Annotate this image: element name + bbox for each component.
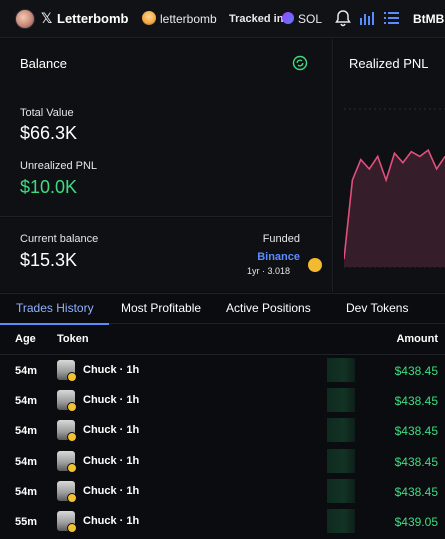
token-sparkline bbox=[327, 388, 355, 412]
table-row[interactable]: 54m Chuck · 1h $438.45 bbox=[0, 385, 445, 415]
avatar[interactable] bbox=[15, 9, 35, 29]
token-sparkline bbox=[327, 418, 355, 442]
token-sparkline bbox=[327, 479, 355, 503]
tabs-bar: Trades History Most Profitable Active Po… bbox=[0, 293, 445, 325]
row-token[interactable]: Chuck · 1h bbox=[83, 364, 140, 376]
token-sparkline bbox=[327, 449, 355, 473]
table-row[interactable]: 54m Chuck · 1h $438.45 bbox=[0, 355, 445, 385]
bell-icon[interactable] bbox=[334, 9, 352, 27]
current-balance-label: Current balance bbox=[20, 233, 99, 245]
tracked-label: Tracked in bbox=[229, 13, 284, 25]
row-age: 54m bbox=[15, 395, 38, 407]
token-sparkline bbox=[327, 358, 355, 382]
row-age: 54m bbox=[15, 425, 38, 437]
row-age: 54m bbox=[15, 486, 38, 498]
chain-label: SOL bbox=[298, 12, 323, 26]
active-tab-indicator bbox=[0, 323, 109, 325]
list-icon[interactable] bbox=[384, 11, 399, 25]
table-header: Age Token Amount bbox=[0, 325, 445, 355]
row-amount: $438.45 bbox=[394, 364, 438, 378]
col-age[interactable]: Age bbox=[15, 333, 36, 345]
row-age: 55m bbox=[15, 516, 38, 528]
tab-dev-tokens[interactable]: Dev Tokens bbox=[346, 301, 409, 315]
funded-label: Funded bbox=[262, 233, 300, 245]
platform-badge-icon bbox=[67, 402, 77, 412]
top-bar: 𝕏 Letterbomb letterbomb Tracked in SOL B… bbox=[0, 0, 445, 38]
table-row[interactable]: 55m Chuck · 1h $439.05 bbox=[0, 506, 445, 536]
unrealized-pnl-value: $10.0K bbox=[20, 177, 78, 197]
binance-icon bbox=[308, 258, 322, 272]
row-amount: $438.45 bbox=[394, 485, 438, 499]
row-age: 54m bbox=[15, 456, 38, 468]
realized-pnl-title: Realized PNL bbox=[349, 56, 429, 71]
current-balance-value: $15.3K bbox=[20, 250, 78, 270]
row-token[interactable]: Chuck · 1h bbox=[83, 515, 140, 527]
col-amount[interactable]: Amount bbox=[396, 333, 438, 345]
platform-badge-icon bbox=[67, 493, 77, 503]
realized-pnl-chart bbox=[344, 108, 445, 268]
token-sparkline bbox=[327, 509, 355, 533]
tab-most-profitable[interactable]: Most Profitable bbox=[121, 301, 202, 315]
funded-source-link[interactable]: Binance bbox=[257, 251, 300, 263]
pfp-icon bbox=[142, 11, 156, 25]
table-row[interactable]: 54m Chuck · 1h $438.45 bbox=[0, 476, 445, 506]
tab-trades-history[interactable]: Trades History bbox=[16, 301, 94, 315]
unrealized-pnl-label: Unrealized PNL bbox=[20, 160, 98, 172]
row-token[interactable]: Chuck · 1h bbox=[83, 485, 140, 497]
funded-meta: 1yr · 3.018 bbox=[246, 266, 290, 276]
row-amount: $439.05 bbox=[394, 515, 438, 529]
row-age: 54m bbox=[15, 365, 38, 377]
row-amount: $438.45 bbox=[394, 394, 438, 408]
balance-title: Balance bbox=[20, 56, 67, 71]
total-value: $66.3K bbox=[20, 123, 78, 143]
pnl-area bbox=[344, 150, 445, 267]
platform-badge-icon bbox=[67, 523, 77, 533]
row-amount: $438.45 bbox=[394, 424, 438, 438]
bar-chart-icon[interactable] bbox=[359, 10, 375, 26]
solana-icon bbox=[282, 12, 294, 24]
row-token[interactable]: Chuck · 1h bbox=[83, 455, 140, 467]
col-token: Token bbox=[57, 333, 89, 345]
total-value-label: Total Value bbox=[20, 107, 74, 119]
wallet-address[interactable]: BtMBK bbox=[413, 12, 445, 26]
row-token[interactable]: Chuck · 1h bbox=[83, 424, 140, 436]
realized-pnl-panel: Realized PNL bbox=[334, 39, 445, 292]
balance-panel: Balance Total Value $66.3K Unrealized PN… bbox=[0, 39, 333, 217]
row-token[interactable]: Chuck · 1h bbox=[83, 394, 140, 406]
pnl-line bbox=[344, 148, 445, 260]
platform-badge-icon bbox=[67, 432, 77, 442]
refresh-icon[interactable] bbox=[292, 55, 308, 71]
x-logo-icon[interactable]: 𝕏 bbox=[41, 10, 53, 26]
tab-active-positions[interactable]: Active Positions bbox=[226, 301, 311, 315]
table-row[interactable]: 54m Chuck · 1h $438.45 bbox=[0, 446, 445, 476]
platform-badge-icon bbox=[67, 463, 77, 473]
table-row[interactable]: 54m Chuck · 1h $438.45 bbox=[0, 415, 445, 445]
current-balance-panel: Current balance $15.3K Funded Binance 1y… bbox=[0, 218, 333, 292]
row-amount: $438.45 bbox=[394, 455, 438, 469]
profile-handle[interactable]: Letterbomb bbox=[57, 11, 129, 26]
platform-badge-icon bbox=[67, 372, 77, 382]
profile-name[interactable]: letterbomb bbox=[160, 12, 217, 26]
